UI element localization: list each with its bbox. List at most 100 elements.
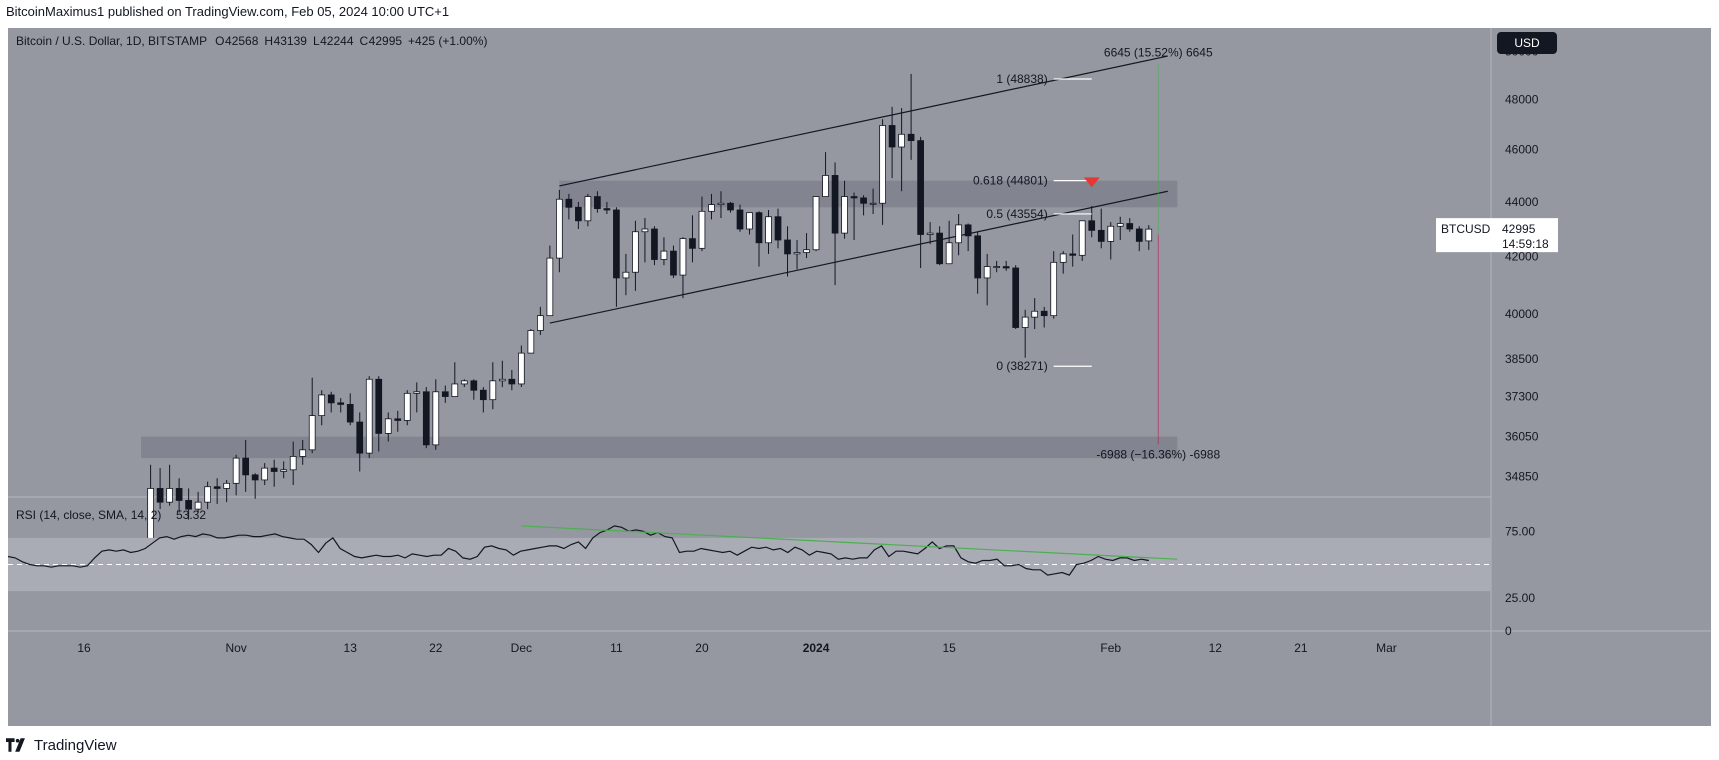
candle-body[interactable]: [489, 380, 497, 401]
candle-body[interactable]: [451, 383, 459, 397]
candle-body[interactable]: [498, 378, 506, 382]
candle-body[interactable]: [955, 224, 962, 244]
candle-body[interactable]: [727, 202, 734, 211]
candle-body[interactable]: [983, 266, 991, 279]
candle-body[interactable]: [613, 209, 620, 279]
candle-body[interactable]: [413, 391, 421, 394]
candle-body[interactable]: [831, 175, 839, 234]
candle-body[interactable]: [1040, 310, 1048, 317]
candle-body[interactable]: [223, 482, 230, 489]
candle-body[interactable]: [1116, 223, 1124, 227]
candle-body[interactable]: [175, 488, 183, 501]
candle-body[interactable]: [822, 175, 829, 197]
candle-body[interactable]: [327, 394, 335, 404]
candle-body[interactable]: [708, 204, 715, 212]
candle-body[interactable]: [365, 378, 373, 454]
candle-body[interactable]: [679, 238, 687, 276]
candle-body[interactable]: [289, 456, 297, 471]
chart-frame[interactable]: 1 (48838) 0.618 (44801) 0.5 (43554) 0 (3827…: [8, 28, 1711, 726]
candle-body[interactable]: [1135, 228, 1143, 242]
candle-body[interactable]: [917, 140, 924, 235]
candle-body[interactable]: [527, 330, 535, 354]
candle-body[interactable]: [356, 421, 364, 454]
candle-body[interactable]: [793, 252, 801, 255]
candle-body[interactable]: [460, 380, 468, 385]
candle-body[interactable]: [594, 196, 601, 210]
candle-body[interactable]: [546, 257, 554, 317]
candle-body[interactable]: [926, 232, 934, 235]
candle-body[interactable]: [841, 196, 848, 234]
candle-body[interactable]: [784, 239, 791, 255]
candle-body[interactable]: [479, 389, 487, 401]
candle-body[interactable]: [232, 457, 240, 484]
candle-body[interactable]: [888, 125, 896, 148]
candle-body[interactable]: [384, 418, 392, 434]
candle-body[interactable]: [1088, 220, 1096, 231]
candle-body[interactable]: [337, 402, 345, 405]
candle-body[interactable]: [432, 391, 440, 446]
candle-body[interactable]: [308, 415, 316, 451]
candle-body[interactable]: [660, 250, 668, 260]
candle-body[interactable]: [850, 196, 858, 199]
candle-body[interactable]: [945, 242, 953, 265]
candle-body[interactable]: [974, 235, 982, 279]
candle-body[interactable]: [993, 266, 1001, 268]
candle-body[interactable]: [689, 238, 696, 249]
candle-body[interactable]: [1012, 267, 1020, 328]
candle-body[interactable]: [508, 378, 516, 385]
currency-button[interactable]: USD: [1497, 32, 1557, 54]
chart-canvas[interactable]: 1 (48838) 0.618 (44801) 0.5 (43554) 0 (3827…: [8, 28, 1711, 726]
candle-body[interactable]: [166, 488, 173, 503]
candle-body[interactable]: [1050, 261, 1058, 317]
candle-body[interactable]: [1097, 229, 1105, 242]
candle-body[interactable]: [251, 474, 259, 481]
candle-body[interactable]: [869, 202, 877, 205]
candle-body[interactable]: [565, 198, 573, 208]
candle-body[interactable]: [375, 378, 383, 434]
candle-body[interactable]: [584, 196, 592, 222]
candle-body[interactable]: [717, 202, 725, 205]
candle-body[interactable]: [698, 210, 706, 249]
candle-body[interactable]: [299, 449, 307, 457]
candle-body[interactable]: [394, 418, 402, 421]
candle-body[interactable]: [812, 196, 820, 251]
candle-body[interactable]: [898, 133, 905, 148]
candle-body[interactable]: [204, 486, 211, 503]
candle-body[interactable]: [1059, 253, 1067, 263]
candle-body[interactable]: [746, 212, 753, 230]
candle-body[interactable]: [346, 404, 354, 423]
candle-body[interactable]: [803, 249, 810, 253]
candle-body[interactable]: [470, 380, 478, 391]
candle-body[interactable]: [632, 231, 639, 273]
candle-body[interactable]: [736, 209, 744, 230]
candle-body[interactable]: [964, 224, 972, 237]
candle-body[interactable]: [242, 457, 250, 476]
candle-body[interactable]: [670, 250, 677, 276]
candle-body[interactable]: [1002, 266, 1010, 269]
candle-body[interactable]: [441, 391, 449, 397]
candle-body[interactable]: [936, 232, 943, 265]
candle-body[interactable]: [860, 197, 867, 204]
candle-body[interactable]: [1126, 223, 1134, 230]
candle-body[interactable]: [403, 392, 411, 421]
candle-body[interactable]: [261, 467, 269, 481]
candle-body[interactable]: [907, 133, 915, 142]
candle-body[interactable]: [1145, 228, 1153, 242]
candle-body[interactable]: [185, 500, 192, 510]
candle-body[interactable]: [1031, 310, 1039, 318]
candle-body[interactable]: [651, 228, 658, 260]
candle-body[interactable]: [537, 315, 544, 331]
candle-body[interactable]: [879, 125, 886, 204]
candle-body[interactable]: [517, 352, 525, 385]
candle-body[interactable]: [556, 198, 563, 259]
candle-body[interactable]: [270, 467, 278, 472]
candle-body[interactable]: [1021, 316, 1029, 328]
candle-body[interactable]: [622, 271, 630, 279]
candle-body[interactable]: [755, 212, 763, 244]
candle-body[interactable]: [1069, 253, 1077, 256]
candle-body[interactable]: [603, 208, 611, 211]
candle-body[interactable]: [422, 391, 430, 446]
candle-body[interactable]: [641, 228, 649, 233]
candle-body[interactable]: [1078, 220, 1086, 256]
candle-body[interactable]: [280, 469, 288, 472]
